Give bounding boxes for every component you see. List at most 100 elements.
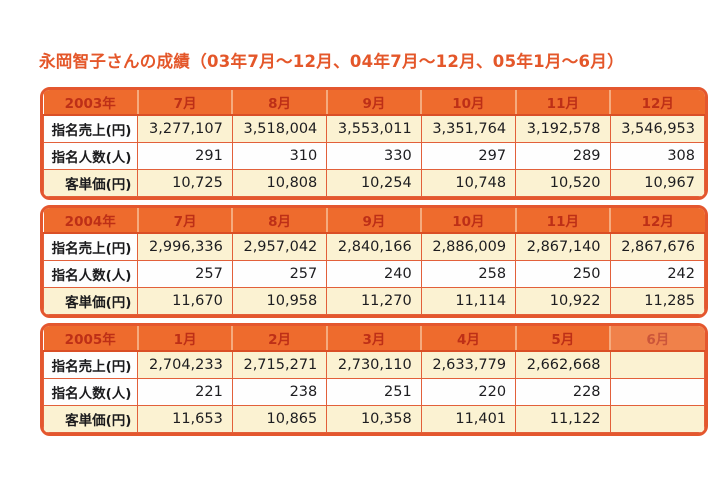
data-cell: 257: [231, 260, 328, 288]
data-cell: [609, 378, 705, 406]
data-cell: 310: [231, 142, 328, 170]
data-cell: 10,725: [137, 169, 233, 197]
row-label: 指名人数(人): [43, 260, 139, 288]
price-row: 客単価(円) 11,653 10,865 10,358 11,401 11,12…: [43, 405, 705, 433]
data-cell: 250: [515, 260, 611, 288]
data-cell: 11,122: [515, 405, 611, 433]
data-cell: 3,351,764: [420, 114, 517, 143]
data-cell: 10,254: [326, 169, 422, 197]
row-label: 指名人数(人): [43, 378, 139, 406]
data-cell: 238: [231, 378, 328, 406]
data-cell: 10,358: [326, 405, 422, 433]
data-cell: [609, 405, 705, 433]
sales-row: 指名売上(円) 2,996,336 2,957,042 2,840,166 2,…: [43, 232, 705, 261]
month-header: 5月: [514, 326, 611, 352]
data-cell: 228: [515, 378, 611, 406]
month-header: 9月: [325, 90, 422, 116]
data-cell: 3,546,953: [609, 114, 705, 143]
row-label: 指名売上(円): [43, 232, 139, 261]
data-cell: 3,518,004: [231, 114, 328, 143]
data-cell: 2,886,009: [420, 232, 517, 261]
row-label: 客単価(円): [43, 169, 139, 197]
month-header: 10月: [420, 208, 516, 234]
table-2005: 2005年 1月 2月 3月 4月 5月 6月 指名売上(円) 2,704,23…: [40, 323, 708, 436]
row-label: 客単価(円): [43, 287, 139, 315]
data-cell: 3,192,578: [515, 114, 611, 143]
data-cell: 297: [420, 142, 517, 170]
data-cell: 2,704,233: [137, 350, 233, 379]
header-row: 2004年 7月 8月 9月 10月 11月 12月: [43, 208, 705, 234]
page-title: 永岡智子さんの成績（03年7月～12月、04年7月～12月、05年1月～6月）: [39, 52, 624, 71]
month-header: 3月: [325, 326, 422, 352]
data-cell: 220: [420, 378, 517, 406]
month-header: 11月: [514, 208, 611, 234]
data-cell: 2,867,676: [609, 232, 705, 261]
month-header: 2月: [231, 326, 327, 352]
month-header: 1月: [136, 326, 233, 352]
data-cell: 11,114: [420, 287, 517, 315]
data-cell: 10,520: [515, 169, 611, 197]
data-cell: 2,730,110: [326, 350, 422, 379]
month-header: 12月: [609, 90, 705, 116]
data-cell: 2,662,668: [515, 350, 611, 379]
month-header: 7月: [136, 208, 233, 234]
data-cell: 3,553,011: [326, 114, 422, 143]
header-row: 2005年 1月 2月 3月 4月 5月 6月: [43, 326, 705, 352]
month-header: 7月: [136, 90, 233, 116]
tables-container: 2003年 7月 8月 9月 10月 11月 12月 指名売上(円) 3,277…: [40, 87, 708, 436]
data-cell: 308: [609, 142, 705, 170]
row-label: 指名売上(円): [43, 350, 139, 379]
table-2004: 2004年 7月 8月 9月 10月 11月 12月 指名売上(円) 2,996…: [40, 205, 708, 318]
month-header: 10月: [420, 90, 516, 116]
year-header: 2005年: [43, 326, 138, 352]
data-cell: 11,653: [137, 405, 233, 433]
data-cell: [609, 350, 705, 379]
data-cell: 2,840,166: [326, 232, 422, 261]
row-label: 指名人数(人): [43, 142, 139, 170]
count-row: 指名人数(人) 221 238 251 220 228: [43, 378, 705, 406]
month-header: 12月: [609, 208, 705, 234]
data-cell: 251: [326, 378, 422, 406]
data-cell: 2,867,140: [515, 232, 611, 261]
data-cell: 2,996,336: [137, 232, 233, 261]
data-cell: 2,715,271: [231, 350, 328, 379]
month-header: 8月: [231, 208, 327, 234]
data-cell: 3,277,107: [137, 114, 233, 143]
month-header: 8月: [231, 90, 327, 116]
header-row: 2003年 7月 8月 9月 10月 11月 12月: [43, 90, 705, 116]
price-row: 客単価(円) 11,670 10,958 11,270 11,114 10,92…: [43, 287, 705, 315]
data-cell: 10,748: [420, 169, 517, 197]
row-label: 客単価(円): [43, 405, 139, 433]
data-cell: 11,401: [420, 405, 517, 433]
data-cell: 10,808: [231, 169, 328, 197]
data-cell: 10,958: [231, 287, 328, 315]
data-cell: 10,865: [231, 405, 328, 433]
data-cell: 11,270: [326, 287, 422, 315]
table-2003: 2003年 7月 8月 9月 10月 11月 12月 指名売上(円) 3,277…: [40, 87, 708, 200]
year-header: 2004年: [43, 208, 138, 234]
sales-row: 指名売上(円) 2,704,233 2,715,271 2,730,110 2,…: [43, 350, 705, 379]
data-cell: 289: [515, 142, 611, 170]
data-cell: 242: [609, 260, 705, 288]
month-header: 6月: [609, 326, 705, 352]
data-cell: 240: [326, 260, 422, 288]
data-cell: 2,957,042: [231, 232, 328, 261]
data-cell: 258: [420, 260, 517, 288]
data-cell: 11,670: [137, 287, 233, 315]
data-cell: 11,285: [609, 287, 705, 315]
data-cell: 221: [137, 378, 233, 406]
data-cell: 2,633,779: [420, 350, 517, 379]
month-header: 9月: [325, 208, 422, 234]
year-header: 2003年: [43, 90, 138, 116]
row-label: 指名売上(円): [43, 114, 139, 143]
data-cell: 330: [326, 142, 422, 170]
sales-row: 指名売上(円) 3,277,107 3,518,004 3,553,011 3,…: [43, 114, 705, 143]
month-header: 4月: [420, 326, 516, 352]
price-row: 客単価(円) 10,725 10,808 10,254 10,748 10,52…: [43, 169, 705, 197]
data-cell: 10,922: [515, 287, 611, 315]
month-header: 11月: [514, 90, 611, 116]
count-row: 指名人数(人) 257 257 240 258 250 242: [43, 260, 705, 288]
count-row: 指名人数(人) 291 310 330 297 289 308: [43, 142, 705, 170]
data-cell: 257: [137, 260, 233, 288]
